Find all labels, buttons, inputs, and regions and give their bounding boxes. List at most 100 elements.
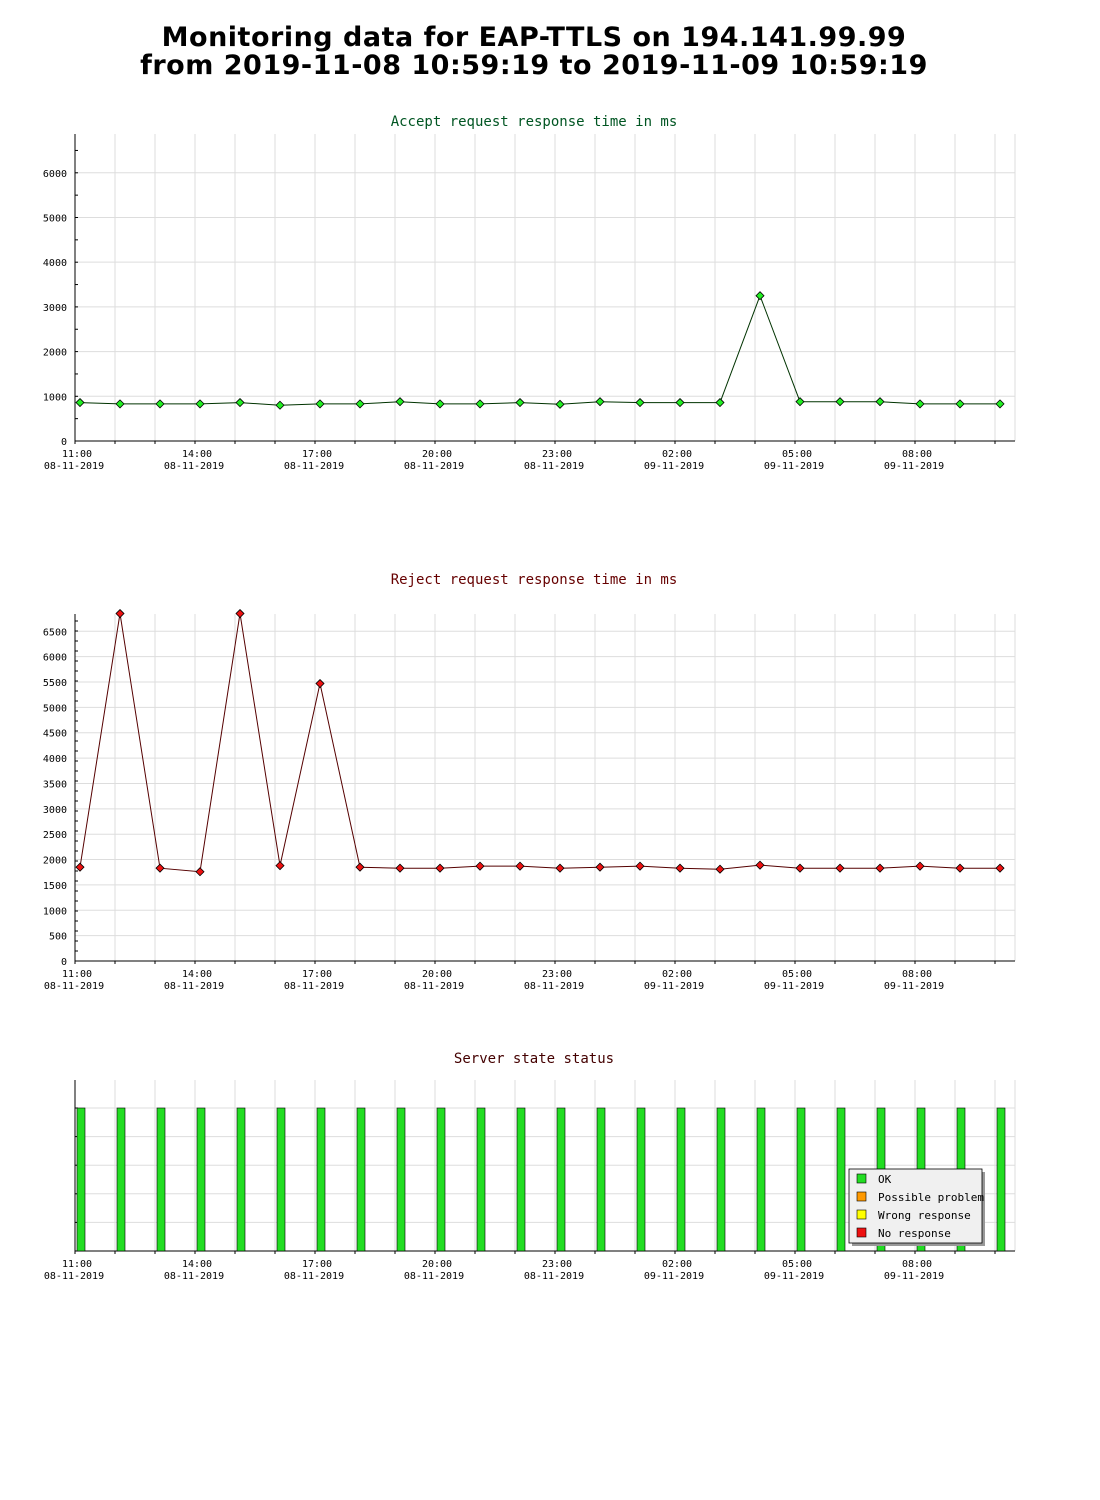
x-tick-time: 05:00 [782, 969, 812, 980]
legend-box [848, 1168, 983, 1244]
page-title: Monitoring data for EAP-TTLS on 194.141.… [0, 24, 1068, 80]
status-bar [156, 1107, 166, 1252]
x-tick-time: 17:00 [302, 969, 332, 980]
data-point [395, 863, 405, 873]
data-point [515, 397, 525, 408]
x-tick-time: 11:00 [62, 969, 92, 980]
status-bar [196, 1107, 206, 1252]
y-tick-label: 2500 [43, 830, 67, 841]
status-bar [276, 1107, 286, 1252]
data-point [275, 400, 285, 410]
x-tick-date: 08-11-2019 [524, 1271, 584, 1282]
x-tick-date: 08-11-2019 [44, 461, 104, 472]
data-point [75, 862, 85, 872]
data-point [955, 863, 965, 873]
x-tick-date: 08-11-2019 [44, 1271, 104, 1282]
y-tick-label: 3500 [43, 779, 67, 790]
series-line [79, 294, 1000, 406]
legend-label: OK [878, 1173, 892, 1186]
x-tick-date: 08-11-2019 [164, 981, 224, 992]
reject-response-chart: Reject request response time in ms 0 500 1… [43, 572, 1016, 992]
status-bar [636, 1107, 646, 1252]
y-tick-label: 5000 [43, 213, 67, 224]
accept-response-chart: Accept request response time in ms 0 1000… [43, 114, 1016, 472]
data-point [595, 397, 605, 407]
data-point [835, 863, 845, 873]
data-point [555, 863, 565, 873]
legend-label: No response [878, 1227, 951, 1240]
x-tick-time: 08:00 [902, 449, 932, 460]
data-point [275, 861, 285, 871]
data-point [315, 399, 325, 409]
x-tick-date: 08-11-2019 [404, 461, 464, 472]
data-point [195, 867, 205, 877]
status-bar [116, 1107, 126, 1252]
data-point [475, 399, 485, 409]
page-title-line1: Monitoring data for EAP-TTLS on 194.141.… [161, 22, 907, 53]
x-tick-date: 09-11-2019 [764, 461, 824, 472]
legend-swatch [856, 1227, 867, 1238]
data-point [555, 399, 565, 409]
x-tick-time: 20:00 [422, 1259, 452, 1270]
status-bar [596, 1107, 606, 1252]
y-tick-label: 500 [49, 932, 67, 943]
data-point [235, 608, 245, 619]
data-point [435, 863, 445, 873]
y-tick-label: 1500 [43, 881, 67, 892]
data-point [875, 397, 885, 407]
x-tick-time: 02:00 [662, 1259, 692, 1270]
y-tick-label: 2000 [43, 348, 67, 359]
x-tick-date: 08-11-2019 [284, 461, 344, 472]
data-point [635, 861, 645, 871]
y-tick-label: 4000 [43, 754, 67, 765]
data-point [955, 399, 965, 409]
y-tick-label: 5000 [43, 703, 67, 714]
data-point [435, 399, 445, 409]
legend-label: Possible problem [878, 1191, 984, 1204]
x-tick-time: 17:00 [302, 1259, 332, 1270]
series-line [79, 613, 1000, 873]
data-point [315, 678, 325, 689]
x-tick-date: 09-11-2019 [644, 981, 704, 992]
x-tick-date: 09-11-2019 [644, 1271, 704, 1282]
data-point [915, 861, 925, 871]
data-point [755, 860, 765, 870]
data-point [715, 864, 725, 874]
status-bar [996, 1107, 1006, 1252]
data-point [795, 863, 805, 873]
data-point [195, 399, 205, 409]
x-tick-time: 08:00 [902, 1259, 932, 1270]
data-point [355, 862, 365, 872]
server-status-chart: Server state status 11:0008-11-201914:00… [44, 1051, 1016, 1282]
data-point [155, 399, 165, 409]
y-tick-label: 4000 [43, 258, 67, 269]
y-tick-label: 6000 [43, 169, 67, 180]
x-tick-time: 20:00 [422, 969, 452, 980]
x-tick-time: 05:00 [782, 1259, 812, 1270]
status-chart-title: Server state status [454, 1051, 614, 1067]
data-point [995, 399, 1005, 409]
data-point [675, 397, 685, 408]
x-tick-date: 08-11-2019 [524, 461, 584, 472]
x-tick-date: 09-11-2019 [644, 461, 704, 472]
data-point [475, 861, 485, 871]
status-bar [236, 1107, 246, 1252]
data-point [875, 863, 885, 873]
legend-swatch [856, 1209, 867, 1220]
data-point [995, 863, 1005, 873]
status-bar [796, 1107, 806, 1252]
x-tick-time: 14:00 [182, 969, 212, 980]
y-tick-label: 0 [61, 957, 67, 968]
status-bar [76, 1107, 86, 1252]
legend-swatch [856, 1191, 867, 1202]
data-point [755, 291, 765, 301]
accept-chart-title: Accept request response time in ms [391, 114, 678, 130]
x-tick-time: 23:00 [542, 1259, 572, 1270]
data-point [155, 863, 165, 873]
y-tick-label: 1000 [43, 906, 67, 917]
x-tick-time: 17:00 [302, 449, 332, 460]
data-point [835, 397, 845, 407]
x-tick-date: 09-11-2019 [764, 981, 824, 992]
data-point [235, 397, 245, 408]
x-tick-date: 09-11-2019 [884, 981, 944, 992]
